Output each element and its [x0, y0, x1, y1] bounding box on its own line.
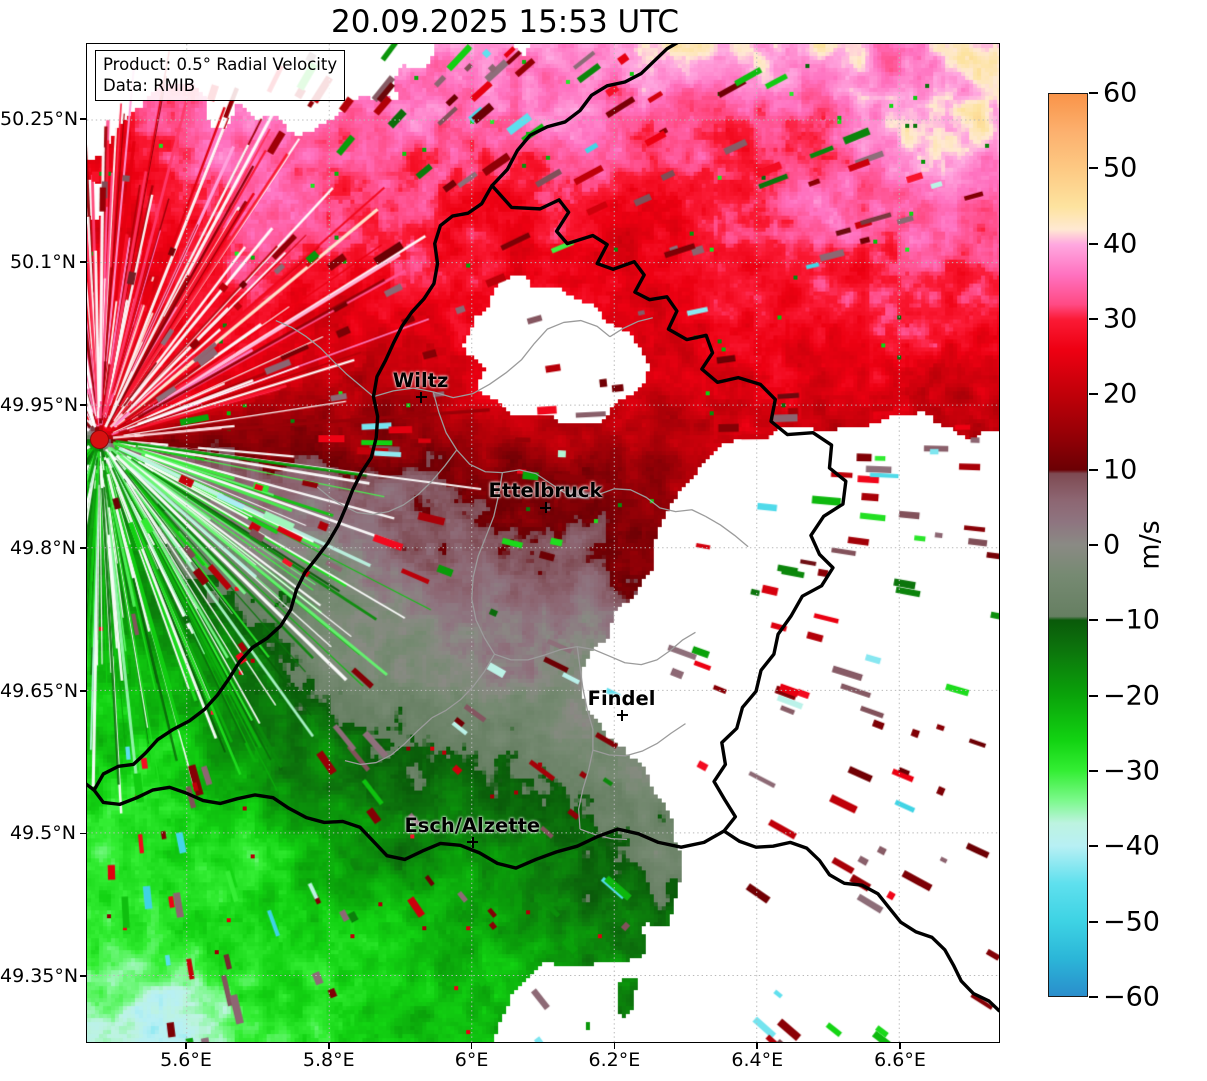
y-axis-tick-label: 49.8°N	[9, 536, 76, 559]
admin-border	[431, 653, 496, 719]
y-axis-tick-label: 49.65°N	[0, 679, 79, 702]
colorbar-tick-label: −50	[1103, 906, 1160, 938]
colorbar-tick	[1089, 393, 1098, 396]
y-axis-tick	[80, 546, 86, 549]
colorbar-tick-label: 50	[1103, 152, 1138, 184]
y-axis-tick	[80, 689, 86, 692]
cross-marker-icon	[415, 391, 427, 403]
colorbar[interactable]	[1048, 93, 1088, 997]
colorbar-tick	[1089, 845, 1098, 848]
city-label: Findel	[587, 686, 656, 710]
page-title: 20.09.2025 15:53 UTC	[331, 4, 679, 40]
admin-border	[275, 319, 374, 398]
country-border	[87, 782, 96, 792]
admin-border	[494, 631, 696, 666]
admin-border	[576, 646, 594, 830]
x-axis-tick	[327, 1043, 330, 1049]
cross-marker-icon	[540, 502, 552, 514]
cross-marker-icon	[467, 836, 479, 848]
colorbar-tick	[1089, 544, 1098, 546]
product-info-box: Product: 0.5° Radial Velocity Data: RMIB	[95, 50, 346, 102]
country-borders	[87, 44, 999, 1013]
city-label: Wiltz	[392, 368, 449, 392]
colorbar-tick-label: −30	[1103, 755, 1160, 787]
colorbar-tick-label: −20	[1103, 680, 1160, 712]
admin-border	[579, 828, 628, 841]
x-axis-tick-label: 6.4°E	[731, 1049, 784, 1071]
admin-border	[356, 449, 458, 516]
colorbar-tick-label: 0	[1103, 529, 1121, 561]
y-axis-tick-label: 50.25°N	[0, 108, 79, 131]
y-axis-tick	[80, 404, 86, 406]
x-axis-tick-label: 5.8°E	[302, 1049, 355, 1071]
city-label: Ettelbruck	[488, 479, 603, 503]
country-border	[722, 829, 999, 1013]
y-axis-tick-label: 49.5°N	[9, 822, 76, 845]
y-axis-tick-label: 50.1°N	[9, 251, 76, 274]
x-axis-tick-label: 5.6°E	[160, 1049, 212, 1071]
admin-border	[344, 717, 433, 766]
y-axis-tick-label: 49.95°N	[0, 393, 79, 416]
x-axis-tick-label: 6.2°E	[588, 1049, 641, 1071]
radar-velocity-field	[87, 44, 999, 1042]
colorbar-tick-label: −40	[1103, 830, 1160, 862]
country-border	[490, 44, 679, 188]
colorbar-tick	[1089, 242, 1098, 245]
colorbar-tick	[1089, 770, 1098, 772]
admin-border	[373, 319, 611, 399]
colorbar-unit-label: m/s	[1134, 520, 1166, 570]
colorbar-tick	[1089, 996, 1098, 998]
y-axis-tick	[80, 975, 86, 978]
radar-plot-area[interactable]	[86, 43, 1000, 1043]
x-axis-tick	[613, 1043, 616, 1049]
y-axis-tick-label: 49.35°N	[0, 965, 79, 988]
colorbar-tick-label: −60	[1103, 981, 1160, 1013]
colorbar-tick-label: 40	[1103, 228, 1138, 260]
colorbar-tick	[1089, 694, 1098, 697]
admin-border	[592, 723, 686, 757]
y-axis-tick	[80, 118, 86, 121]
cross-marker-icon	[616, 709, 628, 721]
x-axis-tick	[899, 1043, 901, 1049]
x-axis-tick-label: 6°E	[454, 1049, 489, 1071]
y-axis-tick	[80, 261, 86, 263]
colorbar-tick-label: 20	[1103, 378, 1138, 410]
y-axis-tick	[80, 832, 86, 835]
colorbar-tick	[1089, 920, 1098, 923]
colorbar-tick-label: −10	[1103, 604, 1160, 636]
data-source-line: Data: RMIB	[103, 76, 196, 96]
radar-site-marker	[89, 430, 109, 450]
colorbar-tick-label: 10	[1103, 454, 1138, 486]
admin-border	[564, 488, 706, 517]
admin-border	[471, 472, 504, 655]
colorbar-tick	[1089, 92, 1098, 94]
colorbar-tick	[1089, 318, 1098, 320]
map-overlay	[87, 44, 999, 1042]
admin-border	[609, 317, 653, 338]
city-label: Esch/Alzette	[404, 813, 541, 837]
x-axis-tick	[756, 1043, 759, 1049]
x-axis-tick	[185, 1043, 187, 1049]
colorbar-gradient	[1049, 94, 1087, 996]
country-border	[92, 183, 848, 870]
x-axis-tick	[470, 1043, 473, 1049]
product-line: Product: 0.5° Radial Velocity	[103, 55, 338, 74]
colorbar-tick-label: 30	[1103, 303, 1138, 335]
colorbar-tick	[1089, 167, 1098, 170]
admin-border	[705, 515, 749, 548]
gridlines	[87, 44, 999, 1042]
colorbar-tick	[1089, 468, 1098, 471]
admin-borders	[275, 317, 749, 841]
admin-border	[432, 391, 565, 494]
admin-border	[316, 486, 358, 514]
x-axis-tick-label: 6.6°E	[874, 1049, 926, 1071]
colorbar-tick	[1089, 619, 1098, 622]
colorbar-tick-label: 60	[1103, 77, 1138, 109]
